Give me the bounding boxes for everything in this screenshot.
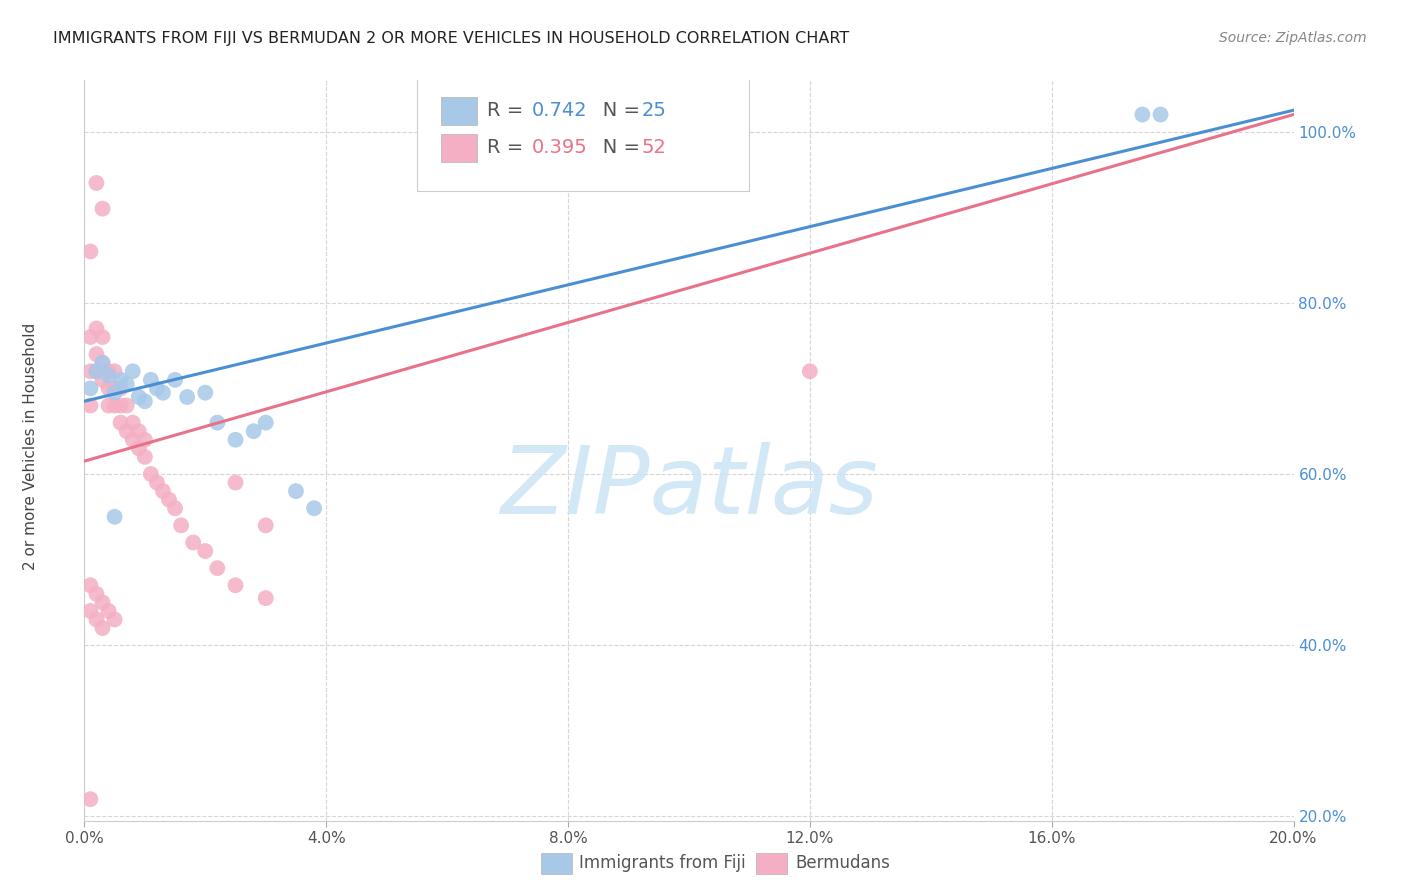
FancyBboxPatch shape [441,134,478,161]
Point [128,424,150,438]
Point [139,373,162,387]
Point [79,578,101,592]
Point [121,364,143,378]
Text: 0.742: 0.742 [531,101,588,120]
Point [254,518,277,533]
Point [104,385,127,400]
Point [165,501,187,516]
Point [86,347,108,361]
Text: N =: N = [583,101,645,120]
Point [97,364,120,378]
Point [146,381,169,395]
Point [799,364,821,378]
Point [170,518,193,533]
Point [121,416,143,430]
Point [104,509,127,524]
Point [104,381,127,395]
Point [110,399,132,413]
Point [86,613,108,627]
Point [79,364,101,378]
Point [285,484,308,499]
Point [128,442,150,456]
Text: Immigrants from Fiji: Immigrants from Fiji [579,855,747,872]
Text: ZIPatlas: ZIPatlas [501,442,877,533]
Point [152,484,174,499]
Point [207,561,229,575]
Point [86,321,108,335]
Point [110,373,132,387]
Point [302,501,325,516]
Point [91,356,114,370]
Point [86,364,108,378]
Point [157,492,180,507]
Point [86,176,108,190]
Text: Bermudans: Bermudans [796,855,890,872]
Point [115,377,138,392]
Point [139,467,162,481]
Point [115,424,138,438]
Point [86,364,108,378]
Text: 25: 25 [641,101,666,120]
Point [91,595,114,609]
Point [91,373,114,387]
Point [79,792,101,806]
Text: N =: N = [583,138,645,157]
Point [79,399,101,413]
Point [1149,107,1171,121]
Point [115,399,138,413]
Point [104,364,127,378]
FancyBboxPatch shape [441,96,478,125]
Point [97,399,120,413]
Point [79,244,101,259]
Point [86,587,108,601]
Point [97,368,120,383]
Point [110,381,132,395]
Point [194,385,217,400]
Point [79,381,101,395]
Point [176,390,198,404]
Point [91,356,114,370]
Point [1130,107,1153,121]
Point [104,613,127,627]
Point [110,416,132,430]
Point [194,544,217,558]
Text: R =: R = [486,138,530,157]
Point [134,433,156,447]
Point [79,604,101,618]
FancyBboxPatch shape [418,77,749,191]
Point [152,385,174,400]
Point [91,202,114,216]
Text: R =: R = [486,101,530,120]
Point [225,475,247,490]
Point [121,433,143,447]
Point [91,330,114,344]
Point [207,416,229,430]
Point [254,591,277,606]
Point [97,604,120,618]
Point [165,373,187,387]
Point [91,621,114,635]
Point [242,424,264,438]
Text: Source: ZipAtlas.com: Source: ZipAtlas.com [1219,31,1367,45]
Point [254,416,277,430]
Point [97,381,120,395]
Text: 2 or more Vehicles in Household: 2 or more Vehicles in Household [24,322,38,570]
Point [128,390,150,404]
Point [104,399,127,413]
Point [146,475,169,490]
Text: 0.395: 0.395 [531,138,588,157]
Point [225,578,247,592]
Text: IMMIGRANTS FROM FIJI VS BERMUDAN 2 OR MORE VEHICLES IN HOUSEHOLD CORRELATION CHA: IMMIGRANTS FROM FIJI VS BERMUDAN 2 OR MO… [53,31,849,46]
Point [134,394,156,409]
Point [134,450,156,464]
Point [181,535,204,549]
Point [79,330,101,344]
Point [225,433,247,447]
Text: 52: 52 [641,138,666,157]
